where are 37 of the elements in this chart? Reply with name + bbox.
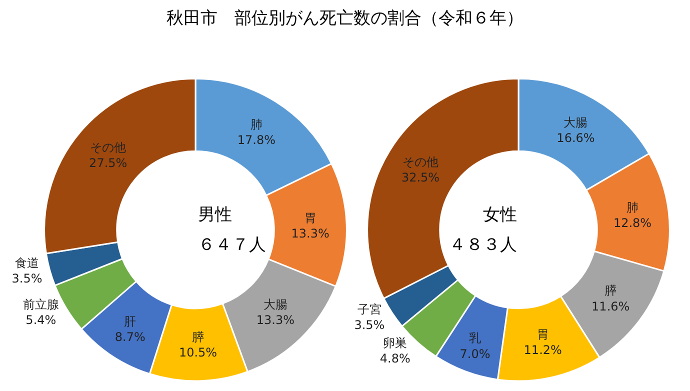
data-label: 11.6% <box>592 299 630 314</box>
text: ６４７人 <box>198 235 266 255</box>
slice-label: 前立腺 <box>22 298 59 312</box>
data-label: 16.6% <box>556 130 595 145</box>
chart-title: 秋田市 部位別がん死亡数の割合（令和６年） <box>166 8 524 29</box>
slice-label: 肺 <box>626 200 639 215</box>
data-label: 7.0% <box>460 346 490 361</box>
data-label: 27.5% <box>89 156 128 170</box>
data-label: 3.5% <box>12 272 42 286</box>
text: ４８３人 <box>449 235 517 255</box>
data-label: 10.5% <box>178 345 218 360</box>
slice-label: 大腸 <box>263 298 288 312</box>
slice-label: 胃 <box>536 327 549 342</box>
text: 男性 <box>198 205 232 225</box>
slice-label: 卵巣 <box>383 336 408 350</box>
slice-label: 肺 <box>250 118 262 132</box>
slice-label: 膵 <box>192 330 204 344</box>
data-label: 5.4% <box>26 313 56 328</box>
data-label: 13.3% <box>256 313 295 328</box>
data-label: 17.8% <box>237 133 276 148</box>
slice-label: 肝 <box>124 314 136 329</box>
data-label: 32.5% <box>401 170 440 185</box>
data-label: 3.5% <box>354 318 385 332</box>
slice-label: その他 <box>90 140 126 154</box>
slice-label: 子宮 <box>357 302 382 316</box>
slice-label: その他 <box>402 154 439 169</box>
text: 女性 <box>483 205 517 225</box>
slice-label: 大腸 <box>564 115 588 130</box>
slice-label: 胃 <box>304 211 316 226</box>
data-label: 12.8% <box>613 216 652 230</box>
slice-label: 乳 <box>468 331 481 346</box>
slice-label: 食道 <box>15 256 40 270</box>
slice-label: 膵 <box>604 284 617 298</box>
data-label: 11.2% <box>524 342 562 357</box>
data-label: 13.3% <box>291 226 330 241</box>
data-label: 8.7% <box>114 330 146 344</box>
data-label: 4.8% <box>380 352 410 366</box>
